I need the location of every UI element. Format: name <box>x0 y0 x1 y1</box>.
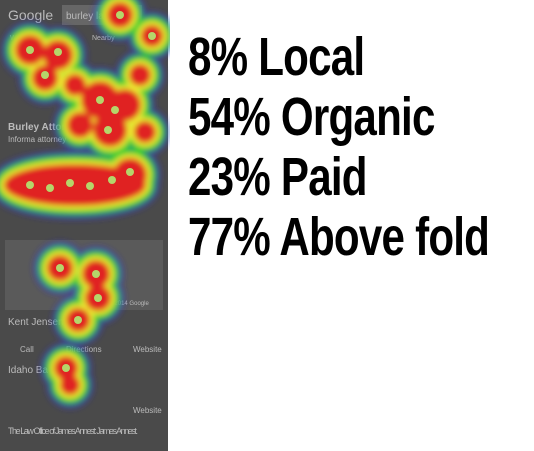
result-title: Kent Jensen <box>8 317 64 328</box>
result-title: Burley Attorney <box>8 122 83 133</box>
heatmap-screenshot: Google burley la Web Nearby Burley Attor… <box>0 0 170 451</box>
map-credit: ©2014 Google <box>110 300 149 307</box>
query: burley la <box>66 11 104 22</box>
result-text: Informa attorney <box>8 135 66 144</box>
stat: 54% Organic <box>188 87 435 147</box>
tab: Nearby <box>92 35 115 42</box>
stat: 23% Paid <box>188 147 367 207</box>
logo: Google <box>8 7 53 23</box>
action: Call <box>20 345 34 354</box>
action: Website <box>133 406 162 415</box>
stat: 77% Above fold <box>188 207 490 267</box>
stat: 8% Local <box>188 27 365 87</box>
result-title: The Law Office of James Annest: James An… <box>8 426 138 436</box>
fixation-dots <box>26 11 156 372</box>
result-title: Idaho Ba Law <box>8 365 70 376</box>
action: Website <box>133 345 162 354</box>
